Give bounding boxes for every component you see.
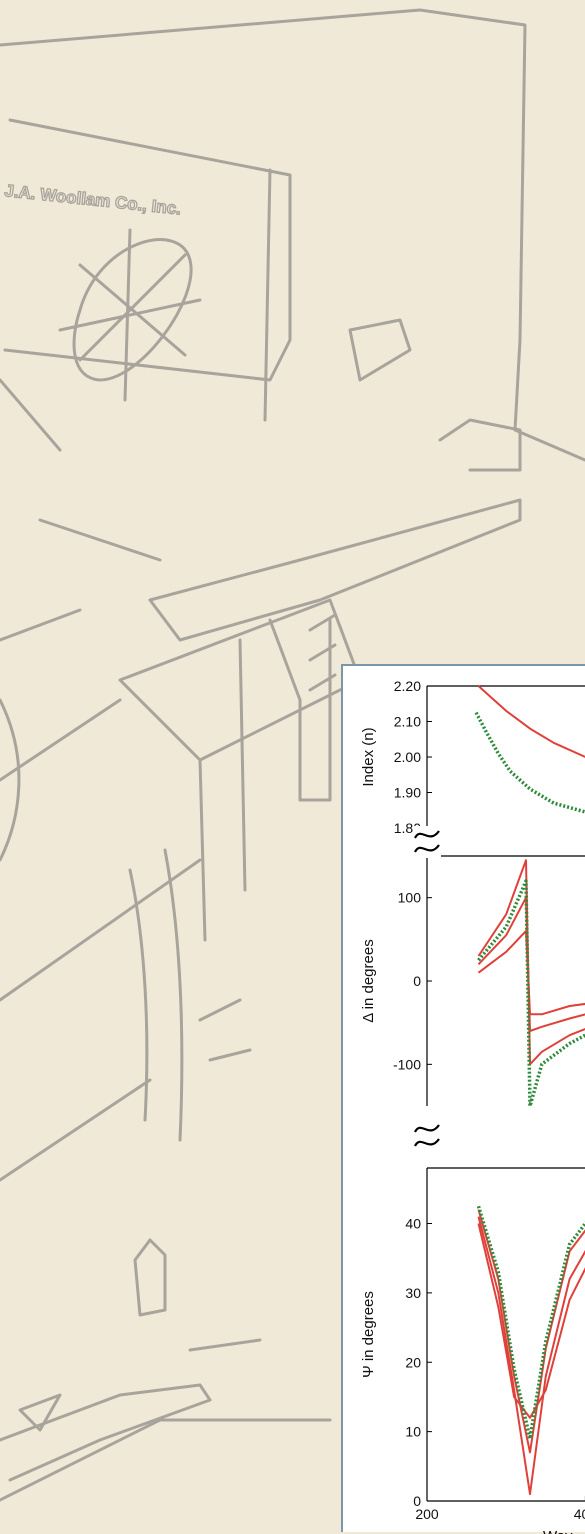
instrument-handle-outline — [350, 320, 410, 380]
stage-outline — [190, 1000, 260, 1350]
y-axis-label: Ψ in degrees — [360, 1291, 377, 1378]
green-series-line-3 — [479, 881, 585, 1106]
y-tick-label: 40 — [405, 1216, 421, 1232]
y-axis-label: Index (n) — [360, 727, 377, 786]
y-tick-label: 2.10 — [394, 714, 421, 730]
y-tick-label: 2.20 — [394, 678, 421, 694]
axis-break-2 — [413, 1120, 441, 1152]
instrument-body-outline — [0, 10, 585, 460]
red-series-line-1 — [479, 1196, 585, 1494]
brand-stamp-text: J.A. Woollam Co., Inc. — [4, 181, 182, 218]
red-series-line-1 — [479, 898, 585, 1031]
x-tick-label: 400 — [574, 1506, 585, 1522]
red-series-line-2 — [479, 931, 585, 1014]
y-tick-label: 1.90 — [394, 785, 421, 801]
y-tick-label: 2.00 — [394, 749, 421, 765]
stage-outline — [200, 640, 245, 940]
green-series-line-3 — [479, 1189, 585, 1439]
y-tick-label: 10 — [405, 1424, 421, 1440]
instrument-panel-outline — [265, 170, 270, 420]
y-tick-label: 0 — [413, 973, 421, 989]
y-tick-label: 30 — [405, 1285, 421, 1301]
x-tick-label: 200 — [415, 1506, 439, 1522]
stage-outline — [0, 700, 200, 1180]
stage-outline — [130, 850, 182, 1140]
stage-outline — [0, 380, 160, 640]
axis-break-1 — [413, 826, 441, 858]
red-series-line-0 — [479, 686, 585, 784]
y-tick-label: -100 — [393, 1056, 421, 1072]
y-axis-label: Δ in degrees — [360, 939, 377, 1022]
y-tick-label: 20 — [405, 1354, 421, 1370]
wheel-symbol — [60, 230, 200, 400]
red-series-line-2 — [479, 1199, 585, 1418]
stage-outline — [440, 420, 520, 470]
stage-outline — [0, 1420, 330, 1500]
instrument-panel-outline — [5, 120, 290, 380]
red-series-line-0 — [479, 860, 585, 1064]
ellipsometry-chart: 2.202.102.001.901.801000-100403020100200… — [343, 666, 585, 1534]
stage-outline — [150, 500, 520, 640]
x-axis-label: Wav — [543, 1528, 573, 1534]
stage-outline — [0, 700, 19, 860]
y-tick-label: 100 — [398, 890, 422, 906]
stage-outline — [270, 620, 330, 800]
stage-outline — [135, 1240, 165, 1315]
stage-outline — [0, 1385, 210, 1480]
